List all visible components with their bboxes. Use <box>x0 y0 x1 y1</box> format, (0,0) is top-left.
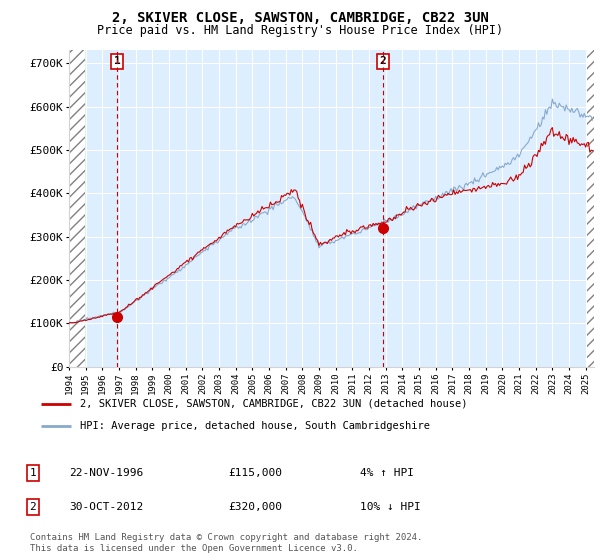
Text: 2: 2 <box>29 502 37 512</box>
Text: HPI: Average price, detached house, South Cambridgeshire: HPI: Average price, detached house, Sout… <box>80 421 430 431</box>
Text: 22-NOV-1996: 22-NOV-1996 <box>69 468 143 478</box>
Text: 2, SKIVER CLOSE, SAWSTON, CAMBRIDGE, CB22 3UN (detached house): 2, SKIVER CLOSE, SAWSTON, CAMBRIDGE, CB2… <box>80 399 467 409</box>
Bar <box>69 50 85 367</box>
Text: 2, SKIVER CLOSE, SAWSTON, CAMBRIDGE, CB22 3UN: 2, SKIVER CLOSE, SAWSTON, CAMBRIDGE, CB2… <box>112 11 488 25</box>
Text: 2: 2 <box>379 57 386 67</box>
Text: 1: 1 <box>29 468 37 478</box>
Text: £320,000: £320,000 <box>228 502 282 512</box>
Text: 1: 1 <box>114 57 121 67</box>
Text: £115,000: £115,000 <box>228 468 282 478</box>
Text: 4% ↑ HPI: 4% ↑ HPI <box>360 468 414 478</box>
Bar <box>587 50 595 367</box>
Text: Price paid vs. HM Land Registry's House Price Index (HPI): Price paid vs. HM Land Registry's House … <box>97 24 503 36</box>
Text: Contains HM Land Registry data © Crown copyright and database right 2024.
This d: Contains HM Land Registry data © Crown c… <box>30 533 422 553</box>
Text: 30-OCT-2012: 30-OCT-2012 <box>69 502 143 512</box>
Text: 10% ↓ HPI: 10% ↓ HPI <box>360 502 421 512</box>
